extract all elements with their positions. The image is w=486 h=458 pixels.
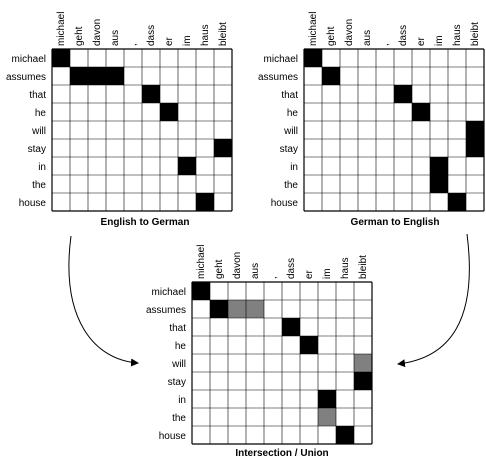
iu-gray-cell-1 — [246, 300, 264, 318]
iu-row-label-8: house — [159, 431, 187, 442]
iu-row-label-4: will — [171, 359, 186, 370]
matrix-german-to-english: michael geht davon aus, dass er im haus bleibt mi… — [258, 12, 485, 212]
g2e-black-cell-0 — [304, 49, 322, 67]
g2e-col-label-0: michael — [308, 12, 319, 46]
e2g-black-cell-0 — [52, 49, 70, 67]
g2e-col-label-9: bleibt — [470, 22, 481, 46]
e2g-col-label-1: geht — [74, 26, 85, 46]
e2g-black-cell-2 — [88, 67, 106, 85]
iu-col-label-1: geht — [214, 259, 225, 279]
iu-col-label-6: er — [304, 269, 315, 279]
matrix-english-to-german: michael geht davon aus, dass er im haus bleibt mi… — [6, 12, 233, 212]
g2e-row-label-7: the — [284, 180, 298, 191]
iu-row-label-1: assumes — [146, 305, 186, 316]
iu-col-label-5: dass — [286, 258, 297, 279]
iu-black-cell-5 — [318, 390, 336, 408]
e2g-col-label-7: im — [182, 35, 193, 46]
g2e-black-cell-1 — [322, 67, 340, 85]
iu-col-label-0: michael — [196, 245, 207, 279]
e2g-black-cell-5 — [160, 103, 178, 121]
e2g-row-label-2: that — [29, 90, 46, 101]
e2g-row-label-6: in — [38, 162, 46, 173]
e2g-row-label-0: michael — [12, 54, 46, 65]
iu-gray-cell-0 — [228, 300, 246, 318]
iu-black-cell-3 — [300, 336, 318, 354]
iu-black-cell-1 — [210, 300, 228, 318]
g2e-col-label-5: dass — [398, 25, 409, 46]
g2e-black-cell-6 — [430, 157, 448, 175]
e2g-col-label-3: aus — [110, 30, 121, 46]
e2g-black-cell-3 — [106, 67, 124, 85]
e2g-col-label-4: , — [128, 43, 139, 46]
g2e-black-cell-7 — [430, 175, 448, 193]
matrix-intersection-union: michael geht davon aus, dass er im haus bleibt mi… — [146, 245, 373, 445]
e2g-col-label-8: haus — [200, 24, 211, 46]
g2e-row-label-5: stay — [280, 144, 298, 155]
e2g-black-cell-6 — [214, 139, 232, 157]
e2g-black-cell-4 — [142, 85, 160, 103]
e2g-row-label-1: assumes — [6, 72, 46, 83]
iu-row-label-7: the — [172, 413, 186, 424]
iu-gray-cell-3 — [318, 408, 336, 426]
g2e-row-label-3: he — [287, 108, 299, 119]
arrow-left-to-combined — [68, 235, 139, 367]
g2e-black-cell-5 — [466, 139, 484, 157]
iu-black-cell-2 — [282, 318, 300, 336]
g2e-row-label-2: that — [281, 90, 298, 101]
g2e-col-label-1: geht — [326, 26, 337, 46]
g2e-black-cell-3 — [412, 103, 430, 121]
iu-gray-cell-2 — [354, 354, 372, 372]
g2e-black-cell-8 — [448, 193, 466, 211]
iu-col-label-2: davon — [232, 252, 243, 279]
g2e-col-label-3: aus — [362, 30, 373, 46]
g2e-black-cell-4 — [466, 121, 484, 139]
g2e-col-label-6: er — [416, 36, 427, 46]
g2e-col-label-8: haus — [452, 24, 463, 46]
g2e-row-label-6: in — [290, 162, 298, 173]
g2e-row-label-8: house — [271, 198, 299, 209]
caption-english-to-german: English to German — [101, 217, 190, 228]
iu-row-label-2: that — [169, 323, 186, 334]
e2g-row-label-5: stay — [28, 144, 46, 155]
arrow-right-to-combined — [397, 233, 470, 368]
iu-row-label-3: he — [175, 341, 187, 352]
iu-col-label-3: aus — [250, 263, 261, 279]
e2g-row-label-8: house — [19, 198, 47, 209]
caption-german-to-english: German to English — [351, 217, 440, 228]
e2g-row-label-7: the — [32, 180, 46, 191]
iu-col-label-4: , — [268, 276, 279, 279]
iu-row-label-6: in — [178, 395, 186, 406]
e2g-black-cell-7 — [178, 157, 196, 175]
e2g-col-label-5: dass — [146, 25, 157, 46]
e2g-col-label-9: bleibt — [218, 22, 229, 46]
g2e-col-label-4: , — [380, 43, 391, 46]
iu-black-cell-6 — [336, 426, 354, 444]
e2g-col-label-6: er — [164, 36, 175, 46]
e2g-black-cell-1 — [70, 67, 88, 85]
e2g-row-label-4: will — [31, 126, 46, 137]
iu-row-label-5: stay — [168, 377, 186, 388]
iu-row-label-0: michael — [152, 287, 186, 298]
g2e-row-label-4: will — [283, 126, 298, 137]
e2g-col-label-2: davon — [92, 19, 103, 46]
caption-intersection-union: Intersection / Union — [235, 448, 328, 458]
e2g-row-label-3: he — [35, 108, 47, 119]
iu-col-label-9: bleibt — [358, 255, 369, 279]
g2e-col-label-2: davon — [344, 19, 355, 46]
iu-col-label-7: im — [322, 268, 333, 279]
e2g-col-label-0: michael — [56, 12, 67, 46]
e2g-black-cell-8 — [196, 193, 214, 211]
g2e-row-label-0: michael — [264, 54, 298, 65]
g2e-black-cell-2 — [394, 85, 412, 103]
iu-black-cell-0 — [192, 282, 210, 300]
g2e-col-label-7: im — [434, 35, 445, 46]
iu-black-cell-4 — [354, 372, 372, 390]
g2e-row-label-1: assumes — [258, 72, 298, 83]
iu-col-label-8: haus — [340, 257, 351, 279]
